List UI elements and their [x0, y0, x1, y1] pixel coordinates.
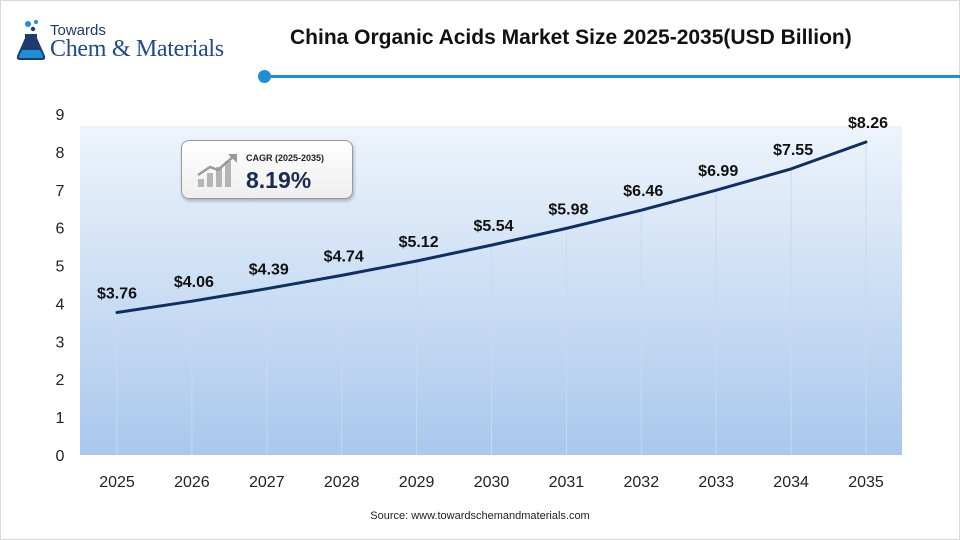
x-tick-label: 2027: [249, 474, 285, 491]
logo-towards: Towards: [50, 22, 106, 39]
y-tick-label: 6: [56, 221, 65, 238]
y-tick-label: 8: [56, 145, 65, 162]
x-tick-label: 2030: [474, 474, 510, 491]
title-rule-dot: [258, 70, 271, 83]
brand-logo: Towards Chem & Materials: [14, 14, 254, 70]
data-label: $3.76: [97, 286, 137, 303]
data-label: $8.26: [848, 115, 888, 132]
data-label: $4.39: [249, 262, 289, 279]
y-tick-label: 0: [56, 448, 65, 465]
x-tick-label: 2026: [174, 474, 210, 491]
data-label: $5.12: [399, 234, 439, 251]
x-tick-label: 2029: [399, 474, 435, 491]
x-tick-label: 2025: [99, 474, 135, 491]
y-tick-label: 1: [56, 410, 65, 427]
y-tick-label: 7: [56, 183, 65, 200]
source-note: Source: www.towardschemandmaterials.com: [370, 510, 590, 522]
data-label: $6.99: [698, 163, 738, 180]
data-label: $6.46: [623, 183, 663, 200]
x-tick-label: 2034: [773, 474, 809, 491]
data-label: $5.54: [473, 218, 513, 235]
y-tick-label: 9: [56, 107, 65, 124]
series-line: [115, 140, 868, 314]
data-label: $4.06: [174, 274, 214, 291]
chart-title: China Organic Acids Market Size 2025-203…: [290, 26, 852, 49]
y-tick-label: 5: [56, 259, 65, 276]
y-tick-label: 2: [56, 372, 65, 389]
title-rule: [265, 75, 960, 78]
data-label: $5.98: [548, 201, 588, 218]
flask-icon: [16, 20, 46, 60]
cagr-label: CAGR (2025-2035): [246, 153, 325, 163]
x-tick-label: 2028: [324, 474, 360, 491]
growth-chart-icon: [197, 154, 237, 187]
data-label: $7.55: [773, 142, 813, 159]
x-tick-label: 2032: [624, 474, 660, 491]
x-tick-label: 2035: [848, 474, 884, 491]
y-tick-label: 4: [56, 296, 65, 313]
x-tick-label: 2033: [698, 474, 734, 491]
cagr-value: 8.19%: [246, 167, 312, 193]
x-tick-label: 2031: [549, 474, 585, 491]
logo-name: Chem & Materials: [50, 36, 224, 62]
y-tick-label: 3: [56, 334, 65, 351]
data-label: $4.74: [324, 248, 364, 265]
cagr-badge: CAGR (2025-2035) 8.19%: [181, 140, 353, 199]
